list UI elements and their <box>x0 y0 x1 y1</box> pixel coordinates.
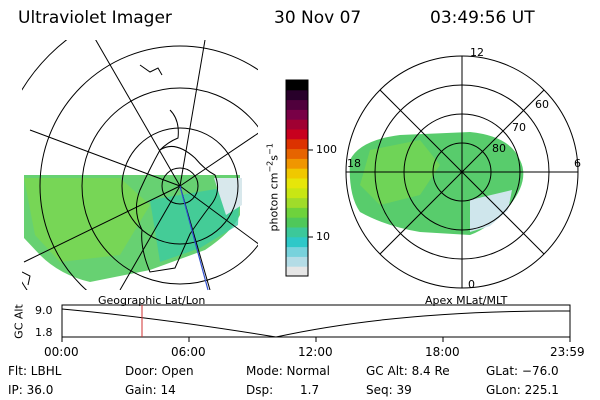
colorbar-segment <box>286 99 308 110</box>
timeline-xtick-1200: 12:00 <box>298 345 333 359</box>
timeline-ytick-top: 9.0 <box>35 304 53 317</box>
timeline-xtick-0000: 00:00 <box>44 345 79 359</box>
colorbar-segment <box>286 129 308 140</box>
mlt-label-6: 6 <box>574 157 581 170</box>
colorbar-segment <box>286 256 308 267</box>
time-label: 03:49:56 UT <box>430 8 535 28</box>
colorbar-segment <box>286 158 308 169</box>
mlt-label-0: 0 <box>468 278 475 291</box>
seq-info: Seq: 39 <box>366 383 412 397</box>
mode-info: Mode: Normal <box>246 364 330 378</box>
timeline-xtick-1800: 18:00 <box>425 345 460 359</box>
dsp-value: 1.7 <box>300 383 320 397</box>
colorbar-segment <box>286 148 308 159</box>
door-info: Door: Open <box>125 364 194 378</box>
altitude-curve <box>61 308 571 338</box>
mlt-label-18: 18 <box>347 157 361 170</box>
app-title: Ultraviolet Imager <box>18 8 172 28</box>
timeline-ytick-bottom: 1.8 <box>35 326 53 339</box>
left-panel-label: Geographic Lat/Lon <box>98 294 206 307</box>
colorbar-tick-100: 100 <box>316 143 337 156</box>
dsp-label: Dsp: <box>246 383 274 397</box>
colorbar-tick-10: 10 <box>316 230 330 243</box>
timeline-xtick-2359: 23:59 <box>550 345 585 359</box>
colorbar-segment <box>286 197 308 208</box>
colorbar-segment <box>286 236 308 248</box>
ip-info: IP: 36.0 <box>8 383 54 397</box>
date-label: 30 Nov 07 <box>274 8 362 28</box>
gain-info: Gain: 14 <box>125 383 176 397</box>
glat-info: GLat: −76.0 <box>486 364 559 378</box>
mlat-label-80: 80 <box>492 142 506 155</box>
colorbar-segment <box>286 80 308 91</box>
mlt-label-12: 12 <box>470 46 484 59</box>
right-panel-label: Apex MLat/MLT <box>425 294 508 307</box>
glon-info: GLon: 225.1 <box>486 383 559 397</box>
colorbar-segment <box>286 119 308 130</box>
colorbar-segment <box>286 217 308 228</box>
colorbar-segment <box>286 178 308 189</box>
mlat-label-60: 60 <box>535 98 549 111</box>
colorbar-segment <box>286 109 308 120</box>
timeline-axis-label: GC Alt <box>12 304 26 339</box>
timeline-xtick-0600: 06:00 <box>171 345 206 359</box>
colorbar-segment <box>286 138 308 150</box>
gc-alt-info: GC Alt: 8.4 Re <box>366 364 450 378</box>
colorbar-segment <box>286 246 308 257</box>
colorbar-segment <box>286 227 308 238</box>
colorbar-segment <box>286 207 308 218</box>
colorbar-segment <box>286 168 308 179</box>
antarctica-coastline <box>136 145 219 273</box>
colorbar-segment <box>286 89 308 101</box>
filter-info: Flt: LBHL <box>8 364 62 378</box>
colorbar-segment <box>286 266 308 277</box>
colorbar-segment <box>286 187 308 199</box>
mlat-label-70: 70 <box>512 121 526 134</box>
